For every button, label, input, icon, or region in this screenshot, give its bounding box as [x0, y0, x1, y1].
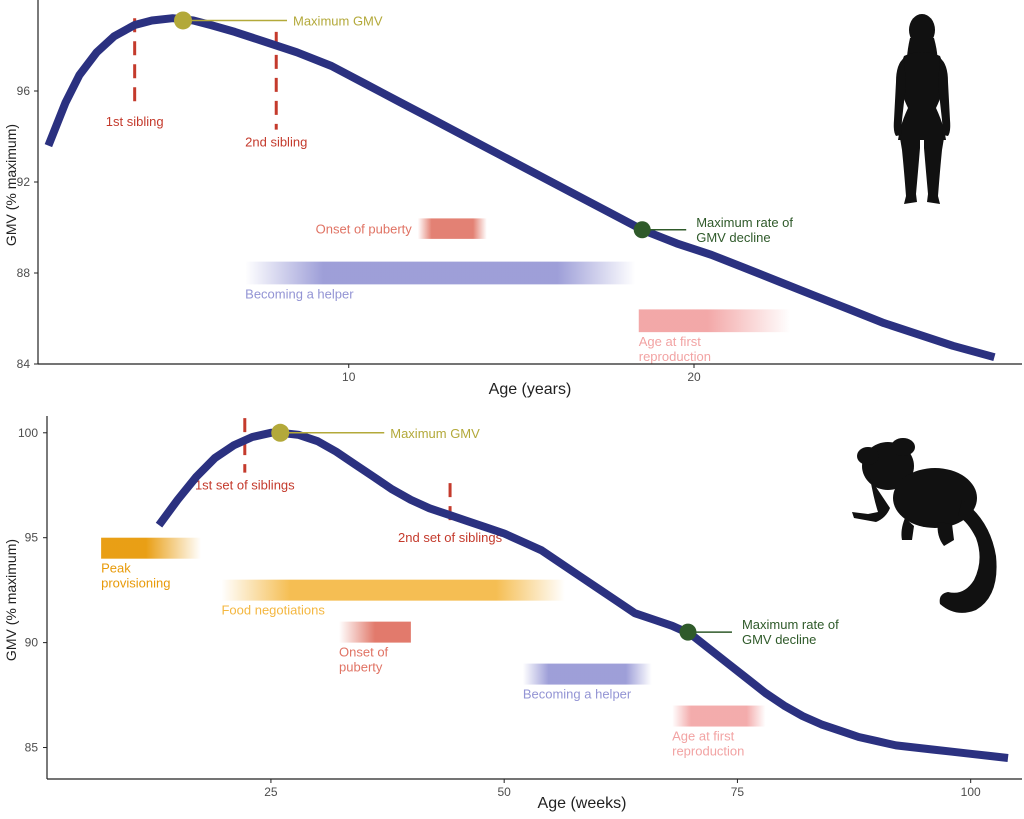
human-silhouette-icon [893, 14, 951, 204]
helper-label: Becoming a helper [245, 286, 354, 301]
max-gmv-label: Maximum GMV [293, 13, 383, 28]
sibling-label-1: 1st sibling [106, 114, 164, 129]
sibling-label-2: 2nd sibling [245, 135, 307, 150]
reproduction-label: Age at first reproduction [639, 334, 711, 364]
human-chart-panel: Onset of puberty Becoming a helper Age at … [3, 0, 1022, 398]
helper-band [245, 261, 636, 285]
x-tick-label: 10 [342, 370, 356, 384]
max-gmv-point [271, 423, 290, 442]
x-tick-label: 100 [961, 785, 981, 799]
helper-band [522, 663, 652, 685]
y-tick-label: 96 [17, 84, 31, 98]
x-tick-label: 20 [687, 370, 701, 384]
food-band [221, 579, 565, 601]
y-tick-label: 85 [25, 741, 39, 755]
x-tick-label: 50 [497, 785, 511, 799]
x-axis-title: Age (weeks) [538, 795, 627, 812]
max-decline-point [633, 221, 651, 239]
x-tick-label: 75 [731, 785, 745, 799]
puberty-band [339, 621, 411, 643]
max-decline-label: Maximum rate of GMV decline [742, 617, 839, 647]
puberty-label: Onset of puberty [339, 645, 389, 675]
x-axis-title: Age (years) [489, 381, 572, 398]
puberty-band [417, 218, 487, 239]
sibling-label-2: 2nd set of siblings [398, 530, 503, 545]
max-gmv-label: Maximum GMV [390, 426, 480, 441]
y-tick-label: 88 [17, 266, 31, 280]
x-tick-label: 25 [264, 785, 278, 799]
gmv-curve-human [44, 14, 996, 362]
max-decline-label: Maximum rate of GMV decline [696, 215, 793, 245]
puberty-label: Onset of puberty [316, 222, 413, 237]
reproduction-band [638, 309, 791, 333]
helper-label: Becoming a helper [523, 687, 632, 702]
marmoset-silhouette-icon [852, 438, 997, 613]
max-gmv-point [174, 11, 193, 30]
provisioning-band [101, 537, 201, 559]
y-tick-label: 95 [25, 531, 39, 545]
sibling-label-1: 1st set of siblings [195, 478, 295, 493]
y-tick-label: 92 [17, 175, 31, 189]
reproduction-band [672, 705, 766, 727]
reproduction-label: Age at first reproduction [672, 729, 744, 759]
marmoset-chart-panel: Peak provisioning Food negotiations Onset o… [3, 416, 1022, 812]
y-axis-title: GMV (% maximum) [3, 124, 19, 246]
gmv-curve-marmoset [155, 428, 1009, 762]
y-tick-label: 90 [25, 636, 39, 650]
y-tick-label: 84 [17, 357, 31, 371]
provisioning-label: Peak provisioning [101, 561, 170, 591]
y-axis-title: GMV (% maximum) [3, 539, 19, 661]
y-tick-label: 100 [18, 426, 38, 440]
food-label: Food negotiations [221, 603, 325, 618]
max-decline-point [679, 623, 697, 641]
